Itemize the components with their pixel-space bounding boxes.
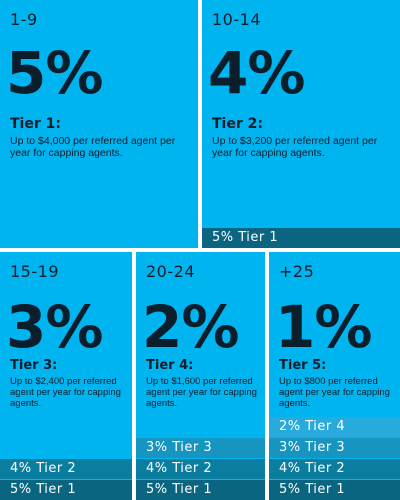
- tier-1-card: 1-9 5% Tier 1: Up to $4,000 per referred…: [0, 0, 198, 248]
- tier-1-description: Up to $4,000 per referred agent per year…: [10, 135, 176, 159]
- tier-5-card: +25 1% Tier 5: Up to $800 per referred a…: [269, 252, 400, 500]
- tier-5-title: Tier 5:: [279, 358, 327, 373]
- tier-5-band-tier-3: 3% Tier 3: [269, 438, 400, 458]
- tier-3-title: Tier 3:: [10, 358, 58, 373]
- tier-2-description: Up to $3,200 per referred agent per year…: [212, 135, 378, 159]
- tier-4-percent: 2%: [142, 293, 239, 361]
- tier-4-range: 20-24: [146, 262, 195, 281]
- tier-3-band-tier-2: 4% Tier 2: [0, 459, 132, 479]
- tier-4-band-tier-3: 3% Tier 3: [136, 438, 265, 458]
- tier-2-percent: 4%: [208, 39, 305, 107]
- tier-5-band-tier-4: 2% Tier 4: [269, 417, 400, 437]
- tier-2-band-tier-1: 5% Tier 1: [202, 228, 400, 248]
- tier-5-percent: 1%: [275, 293, 372, 361]
- tier-4-band-tier-2: 4% Tier 2: [136, 459, 265, 479]
- tier-1-percent: 5%: [6, 39, 103, 107]
- tier-4-title: Tier 4:: [146, 358, 194, 373]
- tier-3-card: 15-19 3% Tier 3: Up to $2,400 per referr…: [0, 252, 132, 500]
- tier-2-card: 10-14 4% Tier 2: Up to $3,200 per referr…: [202, 0, 400, 248]
- tier-1-title: Tier 1:: [10, 116, 61, 132]
- tier-5-range: +25: [279, 262, 315, 281]
- tier-2-range: 10-14: [212, 10, 261, 29]
- tier-3-description: Up to $2,400 per referred agent per year…: [10, 376, 121, 409]
- tier-2-title: Tier 2:: [212, 116, 263, 132]
- tier-3-band-tier-1: 5% Tier 1: [0, 480, 132, 500]
- tier-4-band-tier-1: 5% Tier 1: [136, 480, 265, 500]
- tier-5-description: Up to $800 per referred agent per year f…: [279, 376, 390, 409]
- tier-1-range: 1-9: [10, 10, 38, 29]
- tier-5-band-tier-2: 4% Tier 2: [269, 459, 400, 479]
- tier-3-percent: 3%: [6, 293, 103, 361]
- tier-5-band-tier-1: 5% Tier 1: [269, 480, 400, 500]
- tier-4-description: Up to $1,600 per referred agent per year…: [146, 376, 257, 409]
- tier-4-card: 20-24 2% Tier 4: Up to $1,600 per referr…: [136, 252, 265, 500]
- tier-3-range: 15-19: [10, 262, 59, 281]
